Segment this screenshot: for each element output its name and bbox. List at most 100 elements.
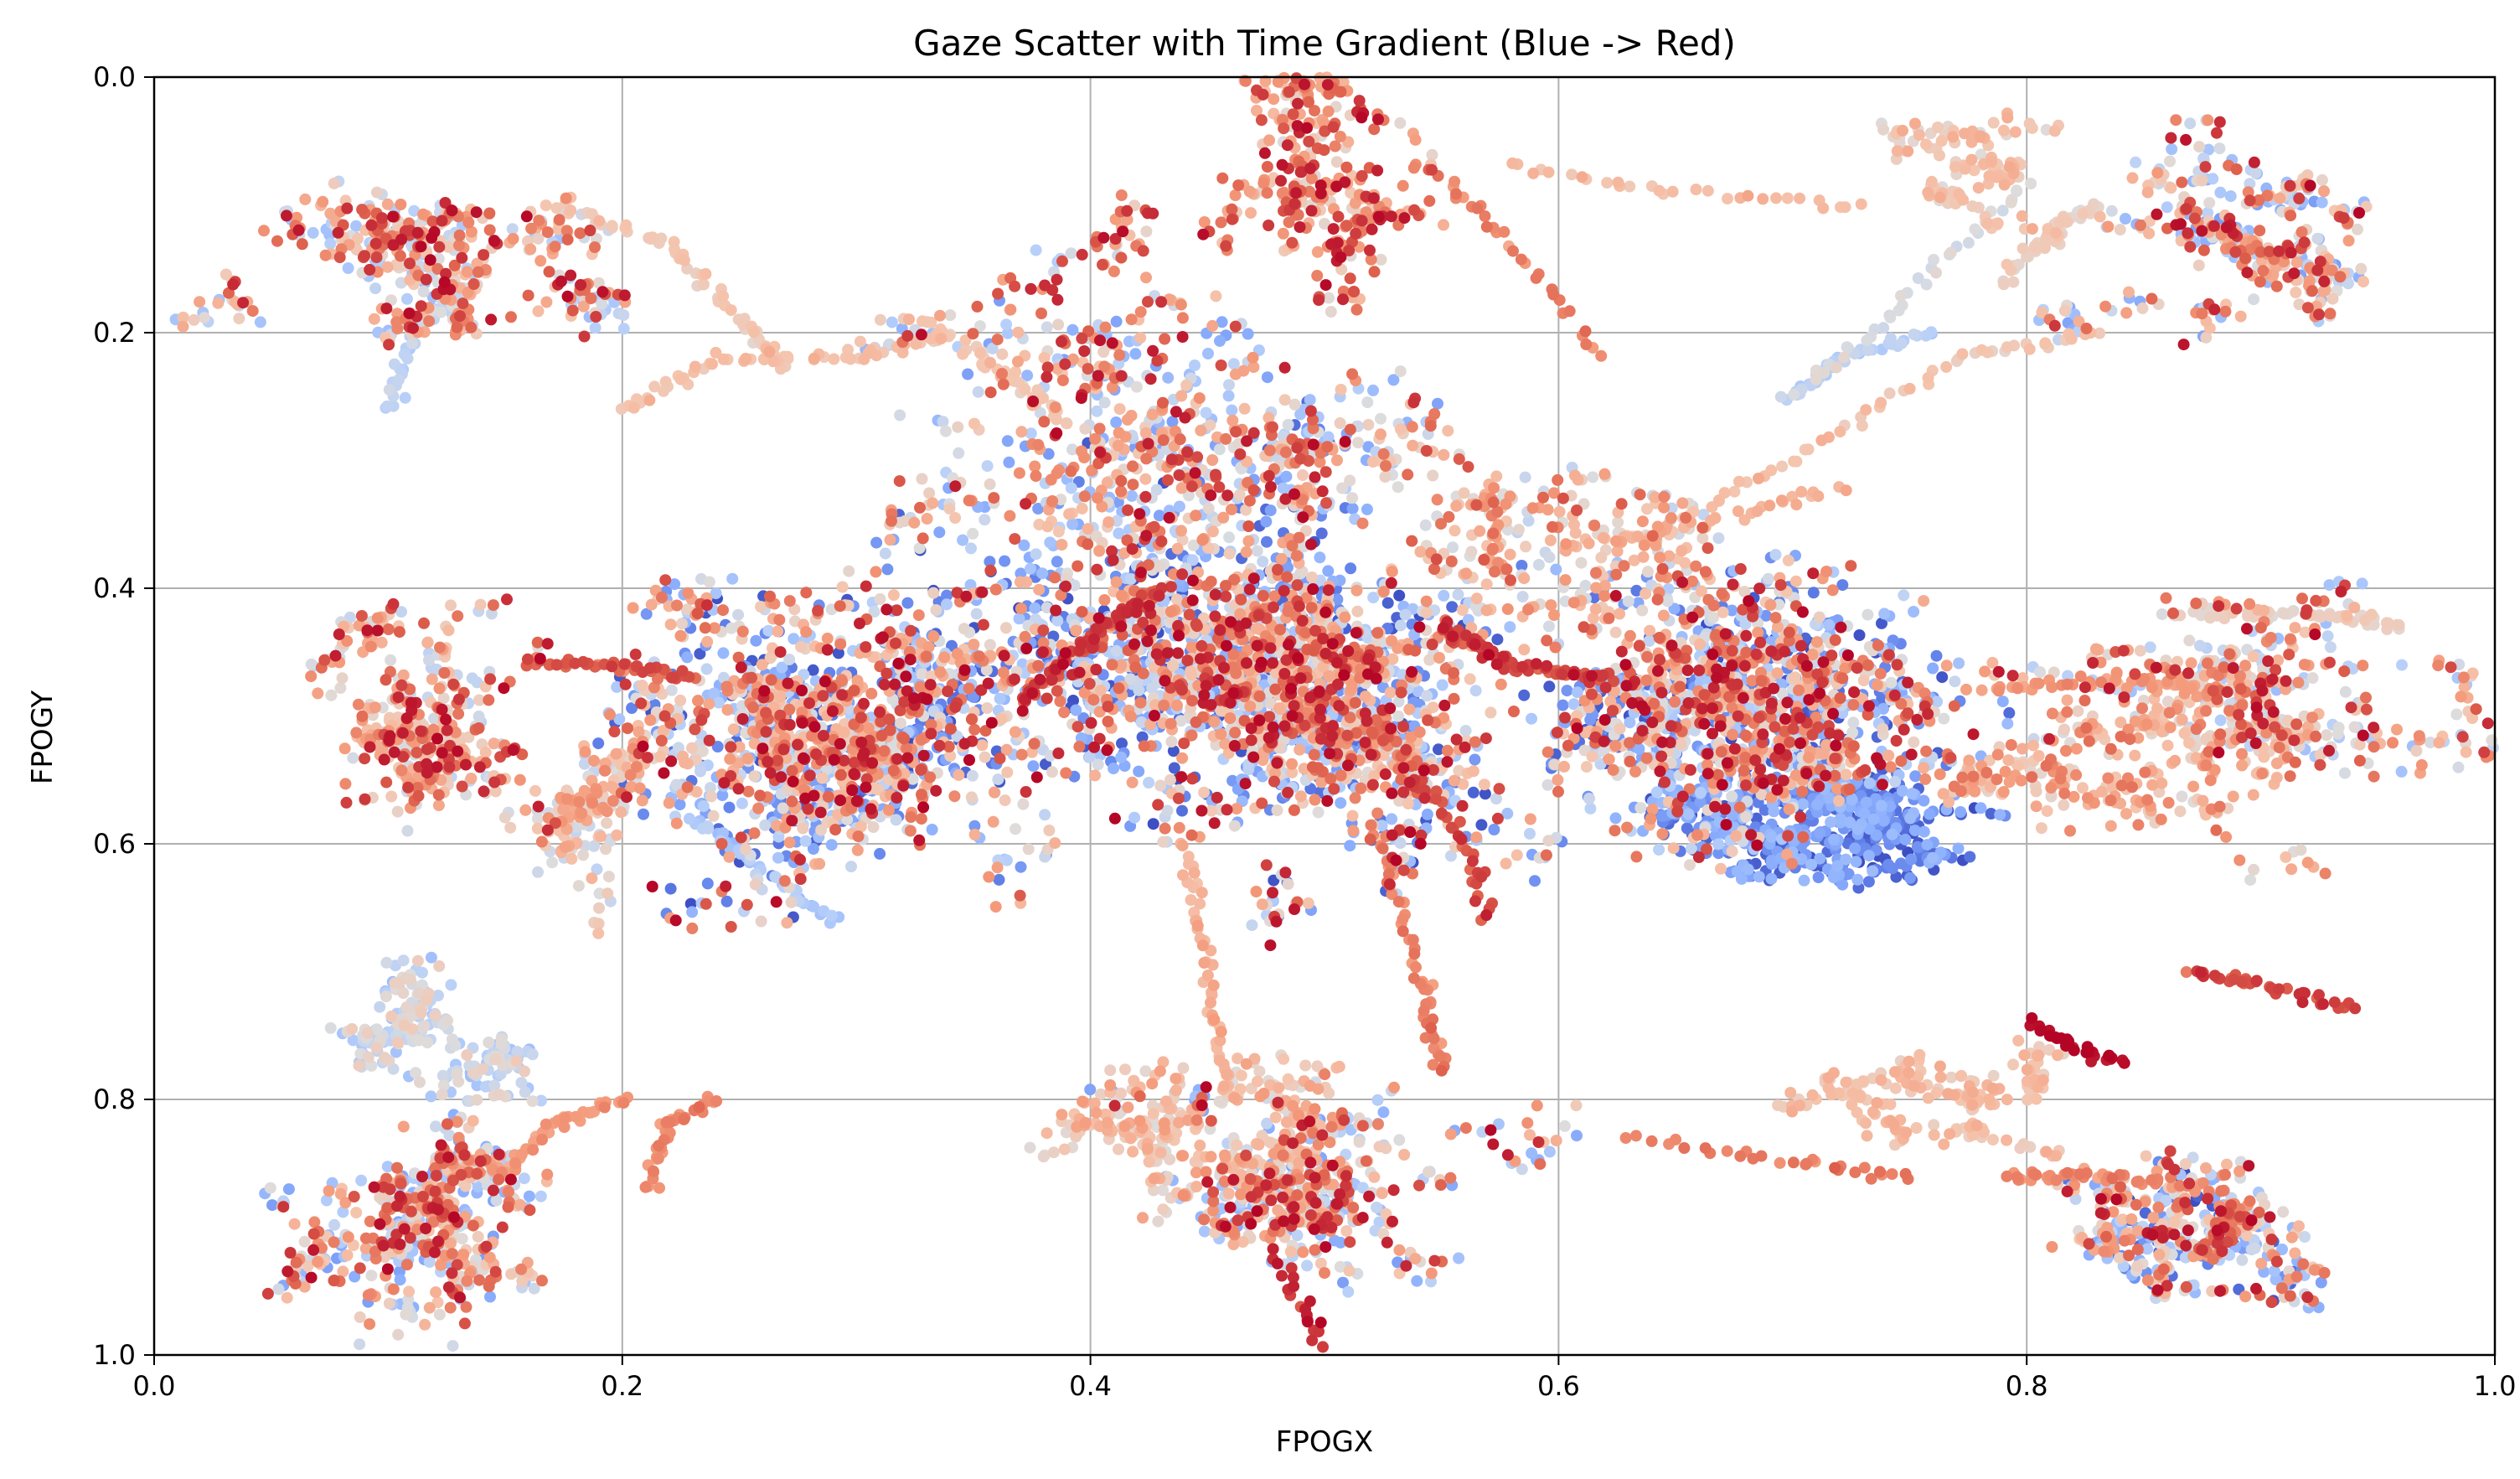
scatter-point	[1467, 786, 1479, 799]
scatter-point	[1930, 649, 1943, 662]
scatter-points	[169, 71, 2499, 1353]
scatter-point	[1251, 545, 1263, 557]
scatter-point	[2321, 630, 2334, 643]
scatter-point	[617, 323, 630, 335]
scatter-point	[445, 979, 457, 991]
scatter-point	[592, 737, 605, 750]
scatter-point	[874, 847, 886, 860]
scatter-point	[392, 374, 405, 386]
scatter-point	[519, 1086, 531, 1099]
scatter-point	[1010, 823, 1021, 835]
scatter-point	[1371, 1094, 1384, 1106]
scatter-point	[1807, 587, 1820, 599]
scatter-point	[1025, 562, 1036, 575]
scatter-point	[1765, 872, 1778, 885]
scatter-point	[1656, 809, 1669, 822]
scatter-point	[799, 835, 812, 847]
scatter-point	[1851, 873, 1864, 886]
scatter-point	[984, 556, 996, 568]
scatter-point	[1344, 840, 1356, 852]
scatter-point	[430, 1120, 442, 1133]
scatter-point	[626, 702, 638, 714]
scatter-point	[1921, 839, 1934, 851]
scatter-point	[526, 1048, 539, 1061]
scatter-point	[1375, 412, 1387, 425]
scatter-point	[1226, 774, 1239, 787]
scatter-point	[1840, 853, 1852, 866]
scatter-point	[2120, 213, 2131, 225]
scatter-point	[1996, 696, 2009, 708]
scatter-point	[388, 358, 400, 370]
scatter-point	[1712, 838, 1725, 851]
scatter-point	[490, 1194, 503, 1207]
scatter-point	[979, 514, 991, 526]
scatter-point	[736, 797, 748, 809]
scatter-point	[1386, 813, 1398, 825]
scatter-point	[1136, 731, 1149, 743]
scatter-point	[1116, 737, 1128, 750]
scatter-point	[640, 608, 653, 620]
scatter-point	[1695, 786, 1707, 799]
scatter-point	[845, 861, 857, 873]
scatter-point	[254, 316, 266, 328]
scatter-point	[1926, 851, 1939, 864]
scatter-point	[1433, 743, 1444, 756]
scatter-point	[1862, 850, 1875, 862]
scatter-point	[1202, 348, 1214, 359]
scatter-point	[1899, 833, 1912, 846]
scatter-point	[1432, 397, 1443, 410]
scatter-point	[1304, 783, 1317, 795]
scatter-point	[328, 1218, 341, 1231]
scatter-point	[1851, 823, 1864, 835]
scatter-point	[2184, 117, 2197, 130]
scatter-point	[1027, 760, 1040, 773]
scatter-point	[1742, 863, 1754, 876]
scatter-point	[1516, 560, 1528, 571]
scatter-point	[1490, 793, 1502, 805]
scatter-point	[305, 658, 318, 670]
scatter-point	[1587, 471, 1599, 484]
scatter-point	[695, 765, 706, 778]
scatter-point	[483, 1037, 495, 1048]
scatter-point	[1392, 481, 1404, 494]
scatter-point	[1805, 858, 1818, 871]
scatter-point	[1760, 609, 1772, 622]
scatter-point	[1246, 919, 1258, 932]
scatter-point	[1953, 657, 1965, 670]
scatter-point	[1030, 244, 1042, 256]
scatter-point	[1558, 1120, 1571, 1132]
scatter-point	[2105, 204, 2118, 217]
scatter-point	[1712, 847, 1725, 860]
scatter-point	[1634, 802, 1647, 814]
scatter-point	[385, 654, 397, 666]
scatter-point	[2339, 767, 2351, 779]
scatter-point	[1168, 762, 1180, 774]
scatter-point	[1904, 871, 1916, 884]
scatter-point	[1584, 802, 1597, 814]
scatter-point	[1681, 822, 1693, 835]
scatter-point	[1682, 808, 1695, 820]
scatter-point	[1557, 699, 1569, 711]
scatter-point	[2236, 1254, 2249, 1266]
scatter-point	[965, 542, 977, 555]
scatter-point	[1381, 597, 1394, 609]
scatter-point	[1039, 809, 1051, 821]
scatter-point	[1938, 712, 1950, 725]
scatter-point	[1526, 712, 1537, 725]
scatter-point	[2452, 761, 2465, 773]
scatter-point	[1051, 614, 1064, 627]
scatter-point	[1198, 1225, 1211, 1238]
scatter-point	[1242, 328, 1254, 340]
scatter-point	[879, 547, 891, 560]
scatter-point	[1532, 559, 1545, 571]
scatter-point	[1030, 548, 1042, 561]
scatter-point	[383, 384, 395, 396]
scatter-point	[981, 460, 994, 473]
scatter-point	[1908, 606, 1920, 618]
scatter-point	[1200, 406, 1212, 419]
scatter-point	[1098, 396, 1111, 409]
scatter-point	[697, 800, 710, 812]
scatter-point	[1788, 388, 1800, 401]
scatter-point	[1015, 861, 1027, 873]
scatter-point	[2161, 201, 2173, 214]
